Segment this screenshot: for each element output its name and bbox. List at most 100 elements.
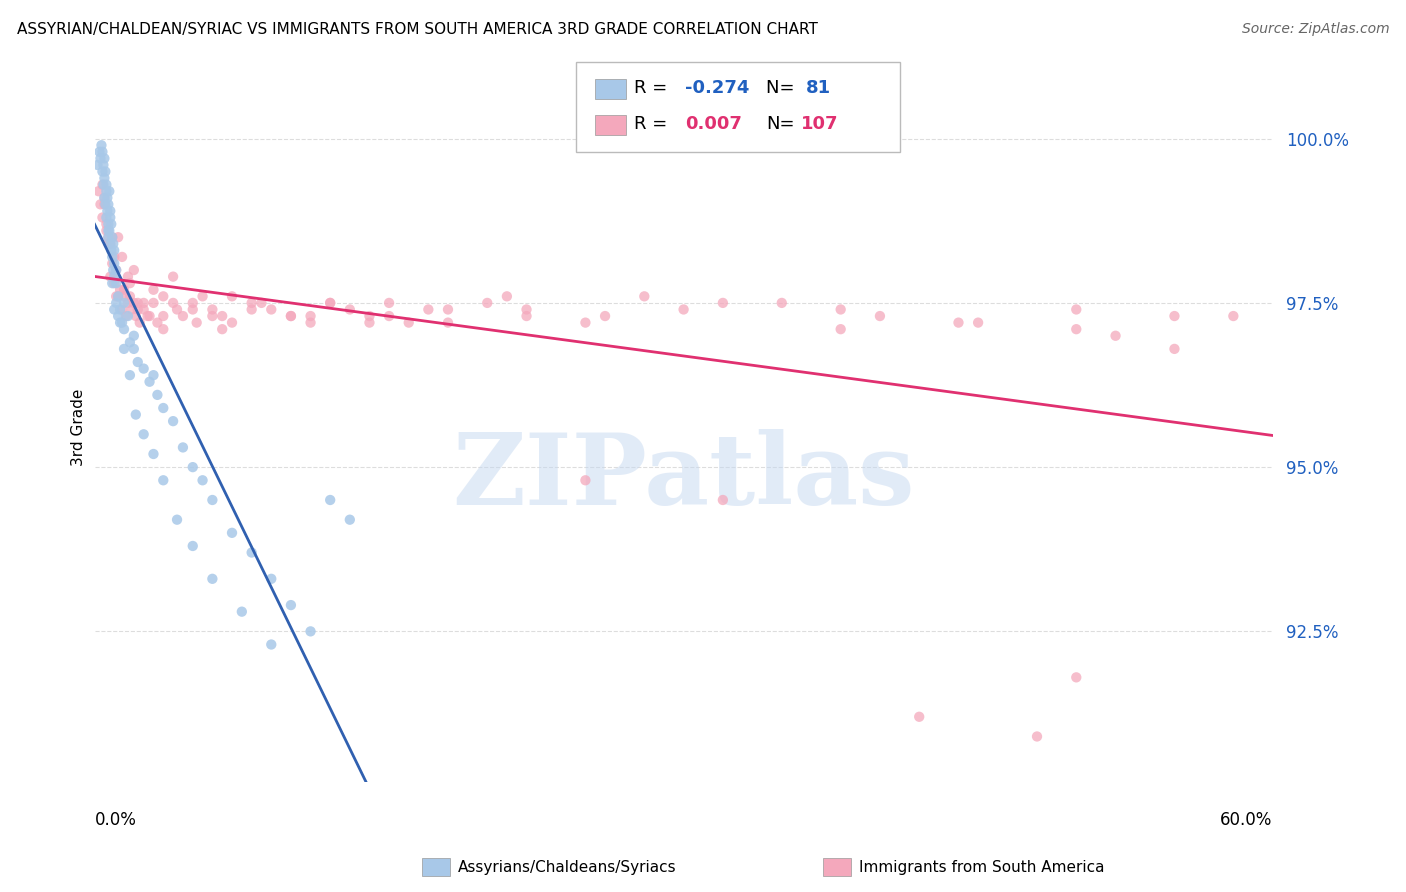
- Point: [125, 309, 148, 323]
- Point: [172, 309, 194, 323]
- Text: ZIPatlas: ZIPatlas: [453, 429, 915, 526]
- Text: 0.007: 0.007: [685, 115, 741, 133]
- Point: [127, 355, 149, 369]
- Point: [162, 414, 184, 428]
- Point: [181, 296, 204, 310]
- Point: [101, 256, 124, 270]
- Point: [132, 302, 155, 317]
- Point: [201, 309, 224, 323]
- Point: [107, 230, 129, 244]
- Point: [103, 236, 125, 251]
- Point: [91, 164, 114, 178]
- Point: [112, 322, 135, 336]
- Text: Immigrants from South America: Immigrants from South America: [859, 860, 1105, 874]
- Point: [260, 572, 283, 586]
- Point: [299, 316, 322, 330]
- Point: [260, 638, 283, 652]
- Point: [633, 289, 655, 303]
- Text: 107: 107: [801, 115, 839, 133]
- Point: [672, 302, 695, 317]
- Point: [186, 316, 208, 330]
- Point: [136, 309, 159, 323]
- Point: [118, 289, 141, 303]
- Point: [97, 197, 120, 211]
- Point: [94, 164, 117, 178]
- Point: [437, 302, 460, 317]
- Point: [101, 250, 124, 264]
- Point: [89, 152, 111, 166]
- Point: [1222, 309, 1244, 323]
- Point: [121, 302, 143, 317]
- Point: [830, 322, 852, 336]
- Point: [105, 289, 128, 303]
- Point: [152, 289, 174, 303]
- Point: [96, 178, 118, 192]
- Point: [117, 269, 139, 284]
- Point: [118, 335, 141, 350]
- Point: [98, 203, 121, 218]
- Point: [515, 309, 537, 323]
- Point: [96, 203, 118, 218]
- Point: [378, 296, 401, 310]
- Point: [191, 473, 214, 487]
- Point: [122, 296, 145, 310]
- Text: 81: 81: [806, 79, 831, 97]
- Point: [398, 316, 420, 330]
- Point: [93, 197, 115, 211]
- Point: [122, 263, 145, 277]
- Point: [97, 224, 120, 238]
- Point: [477, 296, 499, 310]
- Text: -0.274: -0.274: [685, 79, 749, 97]
- Point: [118, 276, 141, 290]
- Point: [138, 309, 160, 323]
- Point: [574, 316, 596, 330]
- Text: R =: R =: [634, 115, 679, 133]
- Point: [152, 473, 174, 487]
- Point: [280, 598, 302, 612]
- Point: [299, 624, 322, 639]
- Point: [181, 539, 204, 553]
- Point: [1026, 730, 1049, 744]
- Point: [240, 302, 263, 317]
- Point: [107, 289, 129, 303]
- Point: [280, 309, 302, 323]
- Point: [103, 244, 125, 258]
- Point: [515, 302, 537, 317]
- Point: [101, 230, 124, 244]
- Point: [97, 230, 120, 244]
- Point: [98, 184, 121, 198]
- Point: [122, 342, 145, 356]
- Point: [152, 322, 174, 336]
- Point: [152, 309, 174, 323]
- Point: [221, 289, 243, 303]
- Point: [132, 361, 155, 376]
- Point: [132, 296, 155, 310]
- Point: [117, 309, 139, 323]
- Point: [96, 211, 118, 225]
- Point: [830, 302, 852, 317]
- Point: [1163, 309, 1185, 323]
- Point: [91, 178, 114, 192]
- Point: [1064, 322, 1087, 336]
- Point: [105, 263, 128, 277]
- Point: [105, 296, 128, 310]
- Point: [162, 296, 184, 310]
- Point: [96, 184, 118, 198]
- Point: [1104, 328, 1126, 343]
- Point: [339, 513, 361, 527]
- Point: [770, 296, 793, 310]
- Text: Assyrians/Chaldeans/Syriacs: Assyrians/Chaldeans/Syriacs: [458, 860, 676, 874]
- Point: [91, 211, 114, 225]
- Point: [711, 296, 734, 310]
- Point: [496, 289, 519, 303]
- Point: [112, 296, 135, 310]
- Point: [1163, 342, 1185, 356]
- Point: [96, 191, 118, 205]
- Point: [181, 302, 204, 317]
- Text: ASSYRIAN/CHALDEAN/SYRIAC VS IMMIGRANTS FROM SOUTH AMERICA 3RD GRADE CORRELATION : ASSYRIAN/CHALDEAN/SYRIAC VS IMMIGRANTS F…: [17, 22, 818, 37]
- Point: [103, 302, 125, 317]
- Point: [97, 230, 120, 244]
- Point: [112, 342, 135, 356]
- Point: [111, 250, 134, 264]
- Point: [191, 289, 214, 303]
